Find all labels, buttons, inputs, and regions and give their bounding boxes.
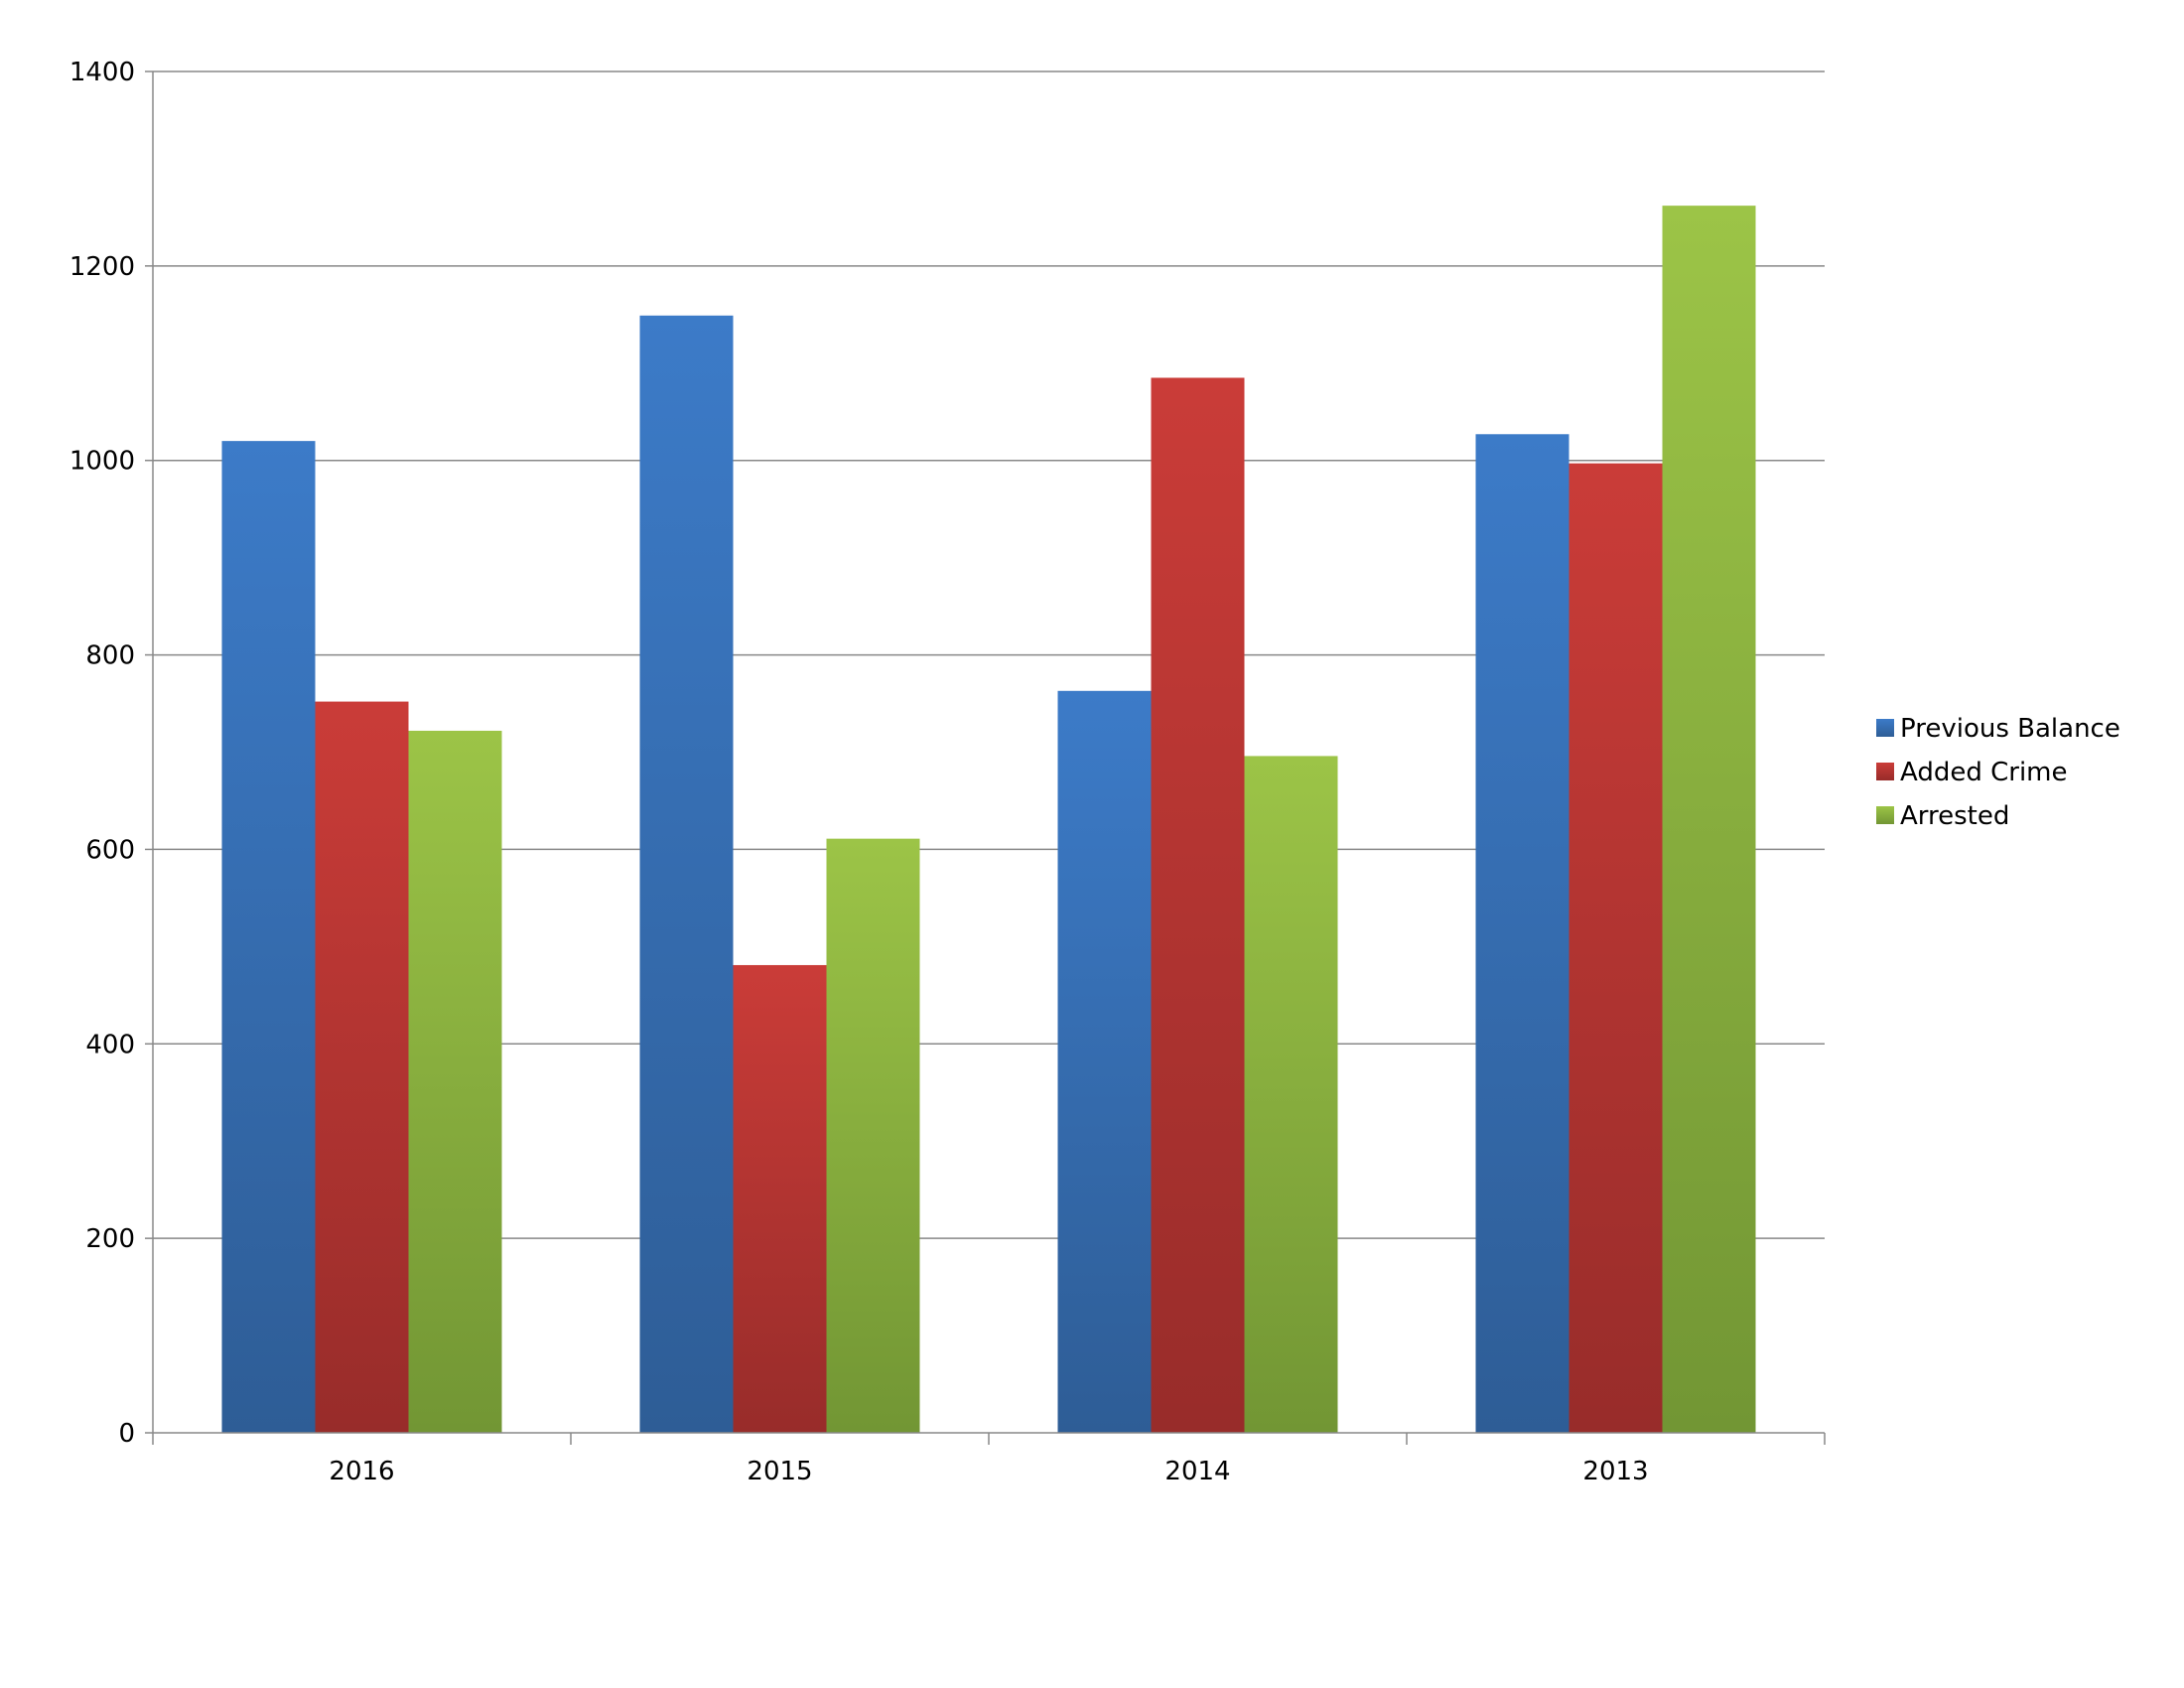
bar-previous-balance-2016	[221, 441, 316, 1434]
bar-added-crime-2016	[315, 701, 409, 1433]
axes: 0 200 400 600 800 1000 1200 1400 2016 2015 2014 201…	[69, 58, 1826, 1486]
legend-swatch	[1876, 763, 1894, 780]
x-tick-label: 2016	[329, 1457, 394, 1486]
legend-label: Previous Balance	[1900, 714, 2120, 744]
bar-added-crime-2015	[733, 964, 827, 1433]
legend-label: Arrested	[1900, 801, 2009, 831]
legend-label: Added Crime	[1900, 758, 2068, 787]
bar-previous-balance-2015	[639, 315, 734, 1433]
legend-swatch	[1876, 806, 1894, 824]
y-tick-label: 400	[85, 1030, 135, 1059]
bar-added-crime-2014	[1151, 377, 1245, 1434]
bar-previous-balance-2013	[1475, 434, 1570, 1433]
x-tick-label: 2013	[1582, 1457, 1648, 1486]
x-tick-label: 2014	[1164, 1457, 1230, 1486]
x-tick-label: 2015	[747, 1457, 812, 1486]
y-tick-label: 800	[85, 641, 135, 671]
bar-arrested-2014	[1244, 756, 1338, 1433]
bar-previous-balance-2014	[1057, 690, 1152, 1433]
bar-arrested-2013	[1662, 206, 1756, 1433]
bar-arrested-2016	[408, 730, 502, 1433]
legend: Previous Balance Added Crime Arrested	[1876, 714, 2120, 831]
bar-arrested-2015	[826, 838, 920, 1433]
y-tick-label: 600	[85, 835, 135, 865]
legend-swatch	[1876, 719, 1894, 737]
y-tick-label: 200	[85, 1224, 135, 1254]
y-tick-label: 1400	[69, 58, 135, 87]
bars	[221, 206, 1756, 1434]
y-tick-label: 0	[118, 1419, 135, 1449]
y-tick-label: 1000	[69, 447, 135, 477]
y-tick-label: 1200	[69, 252, 135, 282]
bar-added-crime-2013	[1569, 463, 1663, 1434]
